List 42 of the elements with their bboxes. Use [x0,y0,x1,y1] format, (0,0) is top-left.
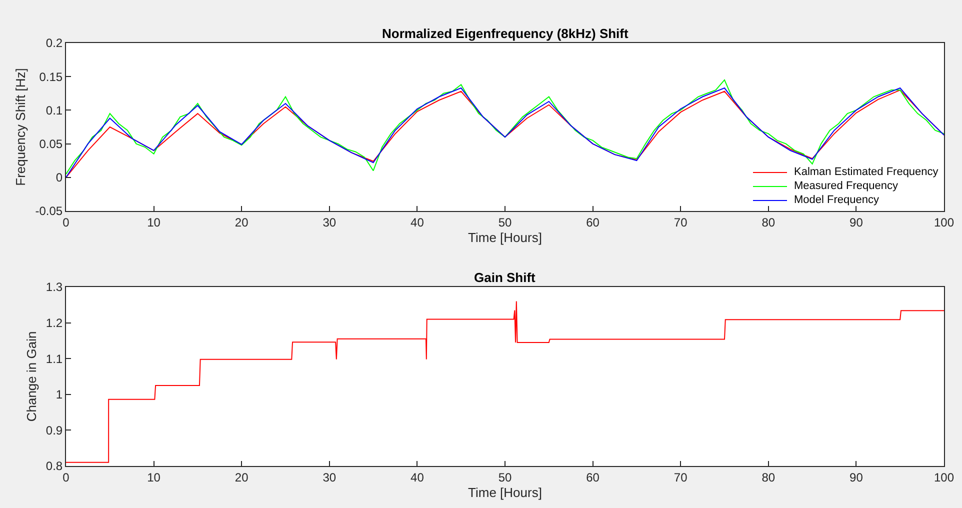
y-tick-label: 0.2 [46,36,63,50]
x-tick-label: 40 [410,215,424,230]
x-tick-label: 30 [322,215,336,230]
x-tick-label: 100 [934,470,954,484]
y-tick-label: 0.8 [46,459,63,474]
x-tick-label: 50 [498,470,512,484]
y-tick-label: 0 [56,170,63,185]
y-tick-label: 1.3 [46,280,63,294]
y-tick-label: 0.15 [39,70,63,84]
x-tick-label: 70 [674,470,688,484]
x-tick-label: 60 [586,470,600,484]
x-tick-label: 20 [234,470,249,484]
x-tick-label: 30 [322,470,336,484]
y-tick-label: 0.05 [39,137,63,151]
legend-label: Model Frequency [794,194,880,206]
x-axis-title: Time [Hours] [468,230,542,245]
x-tick-label: 60 [586,215,600,230]
chart-title: Gain Shift [474,270,536,285]
x-tick-label: 40 [410,470,424,484]
chart-title: Normalized Eigenfrequency (8kHz) Shift [382,26,629,41]
x-tick-label: 80 [762,470,776,484]
y-tick-label: 1.1 [46,352,63,366]
x-tick-label: 10 [147,215,161,230]
y-axis-title: Change in Gain [24,331,39,422]
x-tick-label: 90 [850,470,864,484]
x-tick-label: 20 [234,215,249,230]
y-tick-label: 1 [56,388,63,402]
x-tick-label: 70 [674,215,688,230]
y-tick-label: 0.9 [46,423,63,438]
y-tick-label: -0.05 [35,204,63,218]
x-tick-label: 100 [934,215,954,230]
legend-label: Measured Frequency [794,180,898,192]
y-tick-label: 0.1 [46,103,63,118]
x-tick-label: 80 [762,215,776,230]
y-axis-title: Frequency Shift [Hz] [13,68,28,186]
line-series [66,300,944,463]
x-tick-label: 10 [147,470,161,484]
y-tick-label: 1.2 [46,316,63,330]
x-tick-label: 90 [850,215,864,230]
x-tick-label: 50 [498,215,512,230]
legend-label: Kalman Estimated Frequency [794,166,939,178]
x-axis-title: Time [Hours] [468,485,542,500]
